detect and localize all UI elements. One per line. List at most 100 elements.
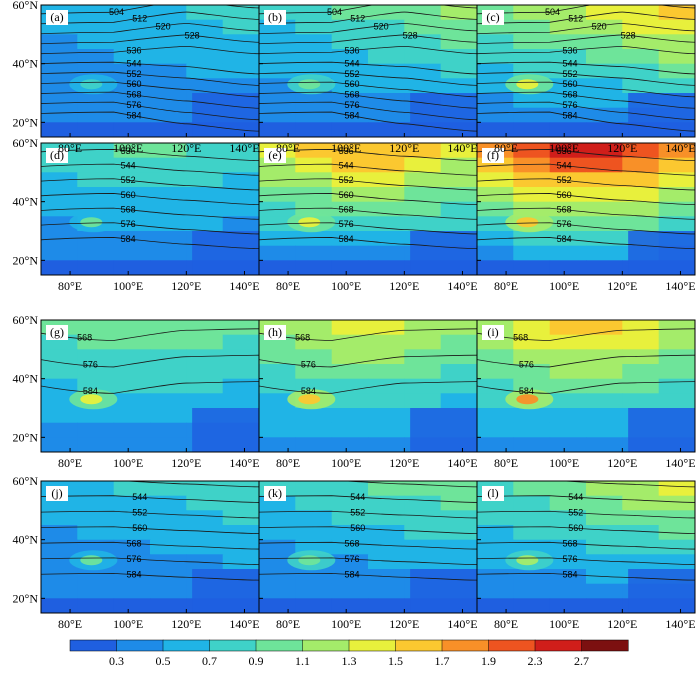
field-cell bbox=[113, 349, 151, 365]
x-tick-label: 140°E bbox=[229, 617, 259, 631]
panel-label-box bbox=[264, 10, 286, 25]
x-tick-label: 120°E bbox=[171, 456, 201, 470]
field-cell bbox=[549, 598, 587, 613]
colorbar-swatch bbox=[255, 639, 304, 652]
field-cell bbox=[549, 5, 587, 21]
field-cell bbox=[368, 598, 405, 613]
panel-label-box bbox=[46, 486, 68, 501]
field-cell bbox=[513, 349, 551, 365]
field-cell bbox=[440, 172, 477, 188]
contour-label: 528 bbox=[621, 30, 636, 40]
y-tick-label: 60°N bbox=[13, 474, 39, 488]
contour-line bbox=[259, 381, 477, 394]
field-cell bbox=[368, 510, 405, 526]
panel-k: 544 552 560 568 576 584 (k) bbox=[258, 480, 478, 614]
x-tick-label: 140°E bbox=[229, 141, 259, 155]
field: 544 552 560 568 576 584 bbox=[41, 481, 259, 613]
field-cell bbox=[586, 107, 623, 123]
field-cell bbox=[513, 334, 551, 350]
field-cell bbox=[513, 93, 551, 109]
contour-label: 576 bbox=[83, 360, 98, 370]
contour-line bbox=[41, 11, 259, 25]
field-cell bbox=[658, 495, 695, 511]
field: 544 552 560 568 576 584 bbox=[477, 481, 695, 613]
contour-label: 560 bbox=[126, 79, 141, 89]
field-cell bbox=[658, 364, 695, 380]
contour-line bbox=[477, 481, 695, 488]
contour-line bbox=[41, 81, 259, 98]
contour-line bbox=[477, 91, 695, 109]
x-tick-label: 100°E bbox=[331, 141, 361, 155]
field-cell bbox=[368, 554, 405, 570]
contour-label: 504 bbox=[109, 7, 124, 17]
field-cell bbox=[77, 34, 115, 50]
field-cell bbox=[77, 349, 115, 365]
field-cell bbox=[549, 378, 587, 394]
field-cell bbox=[513, 569, 551, 585]
contour-line bbox=[259, 541, 477, 550]
ocean-patch bbox=[410, 569, 477, 613]
colorbar-label: 1.7 bbox=[435, 654, 450, 668]
contour-label: 552 bbox=[568, 508, 583, 518]
field-cell bbox=[295, 334, 333, 350]
field: 536 544 552 560 568 576 584 bbox=[477, 143, 695, 275]
field-cell bbox=[586, 78, 623, 94]
field-cell bbox=[549, 364, 587, 380]
colorbar-label: 1.5 bbox=[388, 654, 403, 668]
field-cell bbox=[440, 49, 477, 65]
colorbar-swatch bbox=[488, 639, 536, 652]
panel-label-box bbox=[482, 486, 504, 501]
contour-line bbox=[259, 5, 477, 15]
contour-label: 584 bbox=[519, 386, 534, 396]
ocean-patch bbox=[410, 231, 477, 275]
field-cell bbox=[150, 393, 187, 409]
field-cell bbox=[586, 49, 623, 65]
field-cell bbox=[658, 393, 695, 409]
field-cell bbox=[113, 481, 151, 497]
y-tick-label: 60°N bbox=[13, 136, 39, 150]
field-cell bbox=[113, 422, 151, 438]
field-cell bbox=[368, 93, 405, 109]
field-cell bbox=[477, 569, 514, 585]
field-cell bbox=[622, 172, 660, 188]
field-cell bbox=[41, 107, 78, 123]
field-cell bbox=[331, 510, 369, 526]
field-cell bbox=[222, 19, 259, 35]
field-cell bbox=[41, 63, 78, 79]
field-cell bbox=[477, 34, 514, 50]
field-cell bbox=[259, 422, 296, 438]
field-cell bbox=[513, 245, 551, 261]
contour-label: 520 bbox=[156, 21, 171, 31]
field-cell bbox=[658, 5, 695, 21]
x-tick-label: 120°E bbox=[607, 456, 637, 470]
field-cell bbox=[404, 539, 442, 555]
field-cell bbox=[77, 172, 115, 188]
field-cell bbox=[295, 260, 333, 275]
field-cell bbox=[440, 19, 477, 35]
field-cell bbox=[440, 143, 477, 159]
field-cell bbox=[404, 334, 442, 350]
field-cell bbox=[549, 510, 587, 526]
contour-label: 528 bbox=[403, 30, 418, 40]
contour-label: 512 bbox=[350, 14, 365, 24]
contour-line bbox=[259, 510, 477, 519]
field-cell bbox=[222, 539, 259, 555]
field-cell bbox=[222, 157, 259, 173]
x-tick-label: 80°E bbox=[276, 456, 300, 470]
contour-label: 568 bbox=[562, 538, 577, 548]
contour-label: 584 bbox=[344, 569, 359, 579]
ocean-patch bbox=[192, 408, 259, 452]
ocean-patch bbox=[628, 569, 695, 613]
field-cell bbox=[186, 19, 224, 35]
contour-label: 512 bbox=[132, 14, 147, 24]
contour-label: 576 bbox=[339, 219, 354, 229]
field-cell bbox=[622, 49, 660, 65]
field-cell bbox=[113, 5, 151, 21]
contour-label: 568 bbox=[295, 333, 310, 343]
field-cell bbox=[331, 93, 369, 109]
field-cell bbox=[331, 172, 369, 188]
field-cell bbox=[331, 422, 369, 438]
field-cell bbox=[331, 63, 369, 79]
field-cell bbox=[222, 495, 259, 511]
